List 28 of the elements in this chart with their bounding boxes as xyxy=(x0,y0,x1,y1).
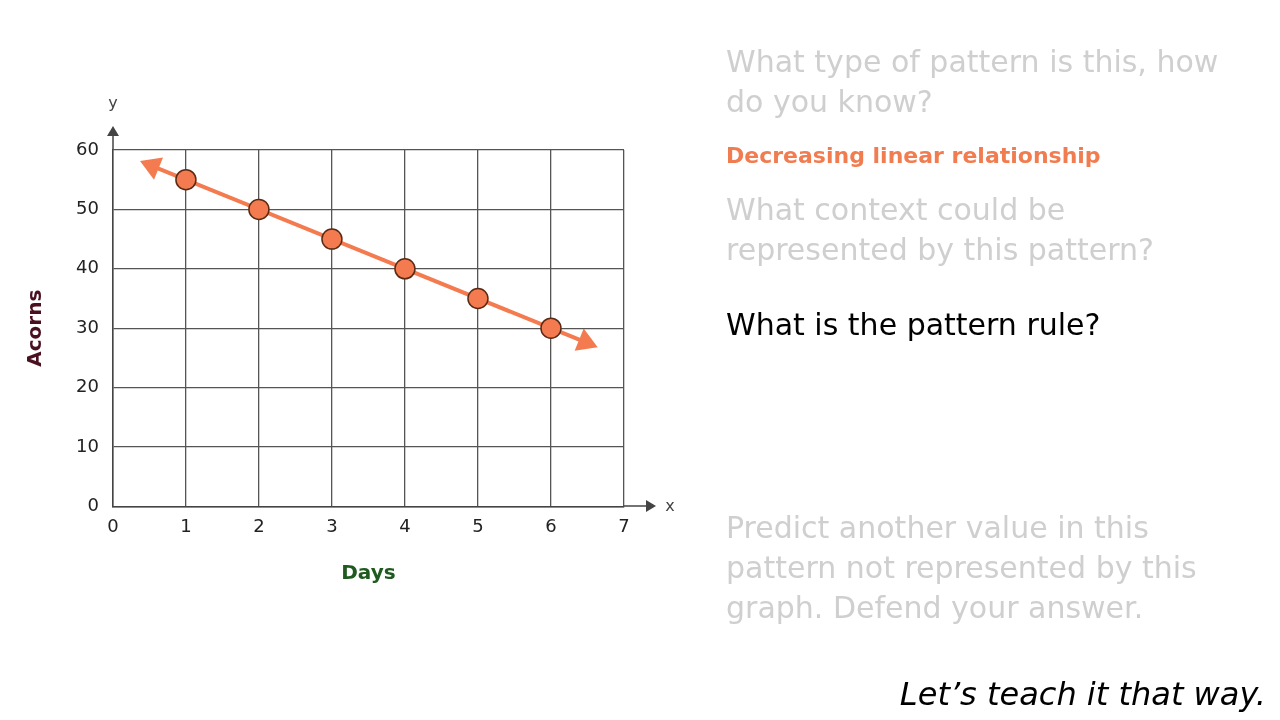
text: x xyxy=(665,495,675,515)
x-tick-label: 4 xyxy=(399,514,411,536)
y-tick-label: 50 xyxy=(76,197,99,219)
x-tick-label: 6 xyxy=(545,514,557,536)
x-tick-label: 1 xyxy=(180,514,192,536)
x-tick-label: 0 xyxy=(107,514,119,536)
y-tick-label: 30 xyxy=(76,315,99,337)
x-axis-title: Days xyxy=(341,560,396,585)
text: Decreasing linear relationship xyxy=(726,142,1102,170)
text: What is the pattern rule? xyxy=(726,306,1102,344)
point xyxy=(467,287,489,310)
x-tick-label: 3 xyxy=(326,514,338,536)
text: y xyxy=(108,93,118,113)
point xyxy=(175,168,197,191)
point xyxy=(394,258,416,280)
y-tick-label: 40 xyxy=(76,256,99,278)
point xyxy=(321,228,343,250)
x-tick-label: 5 xyxy=(472,514,484,536)
y-tick-label: 0 xyxy=(87,494,99,516)
text: Let’s teach it that way. xyxy=(899,674,1266,714)
y-tick-label: 10 xyxy=(76,434,99,456)
y-tick-label: 60 xyxy=(76,137,99,159)
x-tick-label: 7 xyxy=(618,514,630,536)
y-axis-title: Acorns xyxy=(22,289,47,367)
point xyxy=(540,317,562,339)
x-tick-label: 2 xyxy=(253,514,265,536)
point xyxy=(248,198,270,221)
y-tick-label: 20 xyxy=(76,375,99,397)
